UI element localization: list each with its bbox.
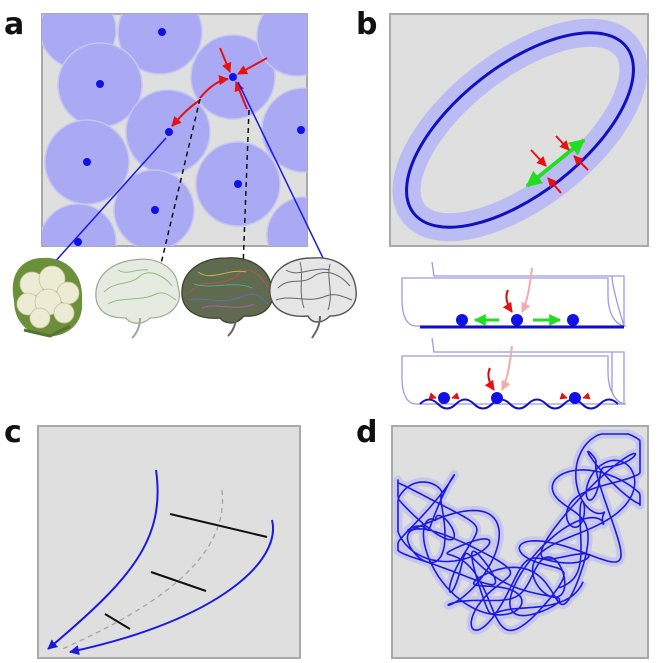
disc-packing <box>42 14 307 246</box>
brain-green-icon <box>95 258 180 339</box>
cross-section-line <box>104 613 131 630</box>
trajectory-right <box>69 519 275 656</box>
disc-center-point <box>74 238 82 246</box>
ball <box>567 314 579 326</box>
ball <box>511 314 523 326</box>
trajectory-line <box>397 433 641 632</box>
disc-center-point <box>234 180 242 188</box>
cross-section-line <box>169 513 268 538</box>
trajectory-left <box>47 469 159 650</box>
red-normal-arrows <box>530 135 589 194</box>
cross-section-line <box>150 571 207 592</box>
ball <box>438 392 450 404</box>
brain-colorful-icon <box>181 257 274 337</box>
panel-b <box>389 13 649 410</box>
red-force-arrows <box>171 47 268 127</box>
disc-center-point <box>96 80 104 88</box>
panel-d <box>391 425 649 659</box>
disc-center-point <box>297 126 305 134</box>
ball <box>456 314 468 326</box>
tangled-trajectory <box>393 429 645 635</box>
panel-a <box>12 13 357 339</box>
panel-c <box>37 425 301 659</box>
disc-center-point <box>158 28 166 36</box>
ball <box>569 392 581 404</box>
disc-center-point <box>165 128 173 136</box>
disc <box>256 14 307 77</box>
panel-label-d: d <box>356 415 378 450</box>
disc-center-point <box>151 206 159 214</box>
flat-trough-diagram <box>401 261 627 329</box>
ball <box>491 392 503 404</box>
disc <box>117 14 203 75</box>
brain-gray-icon <box>269 257 357 339</box>
cauliflower-icon <box>12 257 83 338</box>
green-tangent-arrow <box>525 138 586 188</box>
panel-label-c: c <box>4 415 22 450</box>
disc-center-point <box>229 73 237 81</box>
panel-label-b: b <box>356 7 378 42</box>
corrugated-trough-diagram <box>401 337 627 410</box>
disc-center-point <box>83 158 91 166</box>
image-connectors <box>51 81 324 269</box>
disc <box>266 196 307 246</box>
panel-label-a: a <box>4 7 25 42</box>
